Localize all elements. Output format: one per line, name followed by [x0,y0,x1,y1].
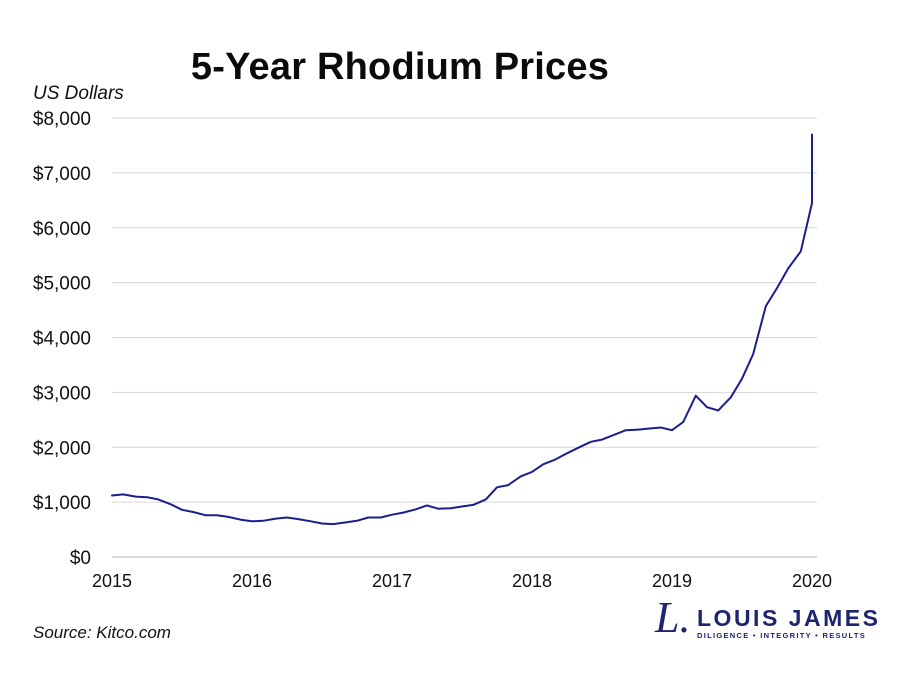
series-group [111,133,813,526]
louis-james-logo: L. LOUIS JAMES DILIGENCE • INTEGRITY • R… [655,596,878,645]
y-tick-label: $1,000 [33,493,91,514]
y-tick-label: $5,000 [33,274,91,295]
x-tick-label: 2019 [652,571,692,591]
logo-name: LOUIS JAMES [697,605,881,631]
y-tick-label: $3,000 [33,383,91,404]
x-tick-label: 2018 [512,571,552,591]
y-tick-label: $8,000 [33,109,91,130]
x-tick-label: 2020 [792,571,832,591]
source-note: Source: Kitco.com [33,623,171,642]
y-tick-label: $4,000 [33,329,91,350]
y-tick-label: $2,000 [33,438,91,459]
x-tick-labels: 2015 2016 2017 2018 2019 2020 [92,571,832,591]
y-tick-label: $0 [70,548,91,569]
logo-mark: L. [655,593,691,642]
x-tick-label: 2016 [232,571,272,591]
x-tick-label: 2015 [92,571,132,591]
y-tick-label: $7,000 [33,164,91,185]
y-axis-label: US Dollars [33,83,124,104]
y-tick-labels: $0 $1,000 $2,000 $3,000 $4,000 $5,000 $6,000 $7… [33,109,91,569]
logo-tagline: DILIGENCE • INTEGRITY • RESULTS [697,631,867,640]
x-tick-label: 2017 [372,571,412,591]
series-line-rhodium [111,133,813,526]
chart-title: 5-Year Rhodium Prices [190,46,610,88]
gridlines [112,117,817,558]
y-tick-label: $6,000 [33,219,91,240]
